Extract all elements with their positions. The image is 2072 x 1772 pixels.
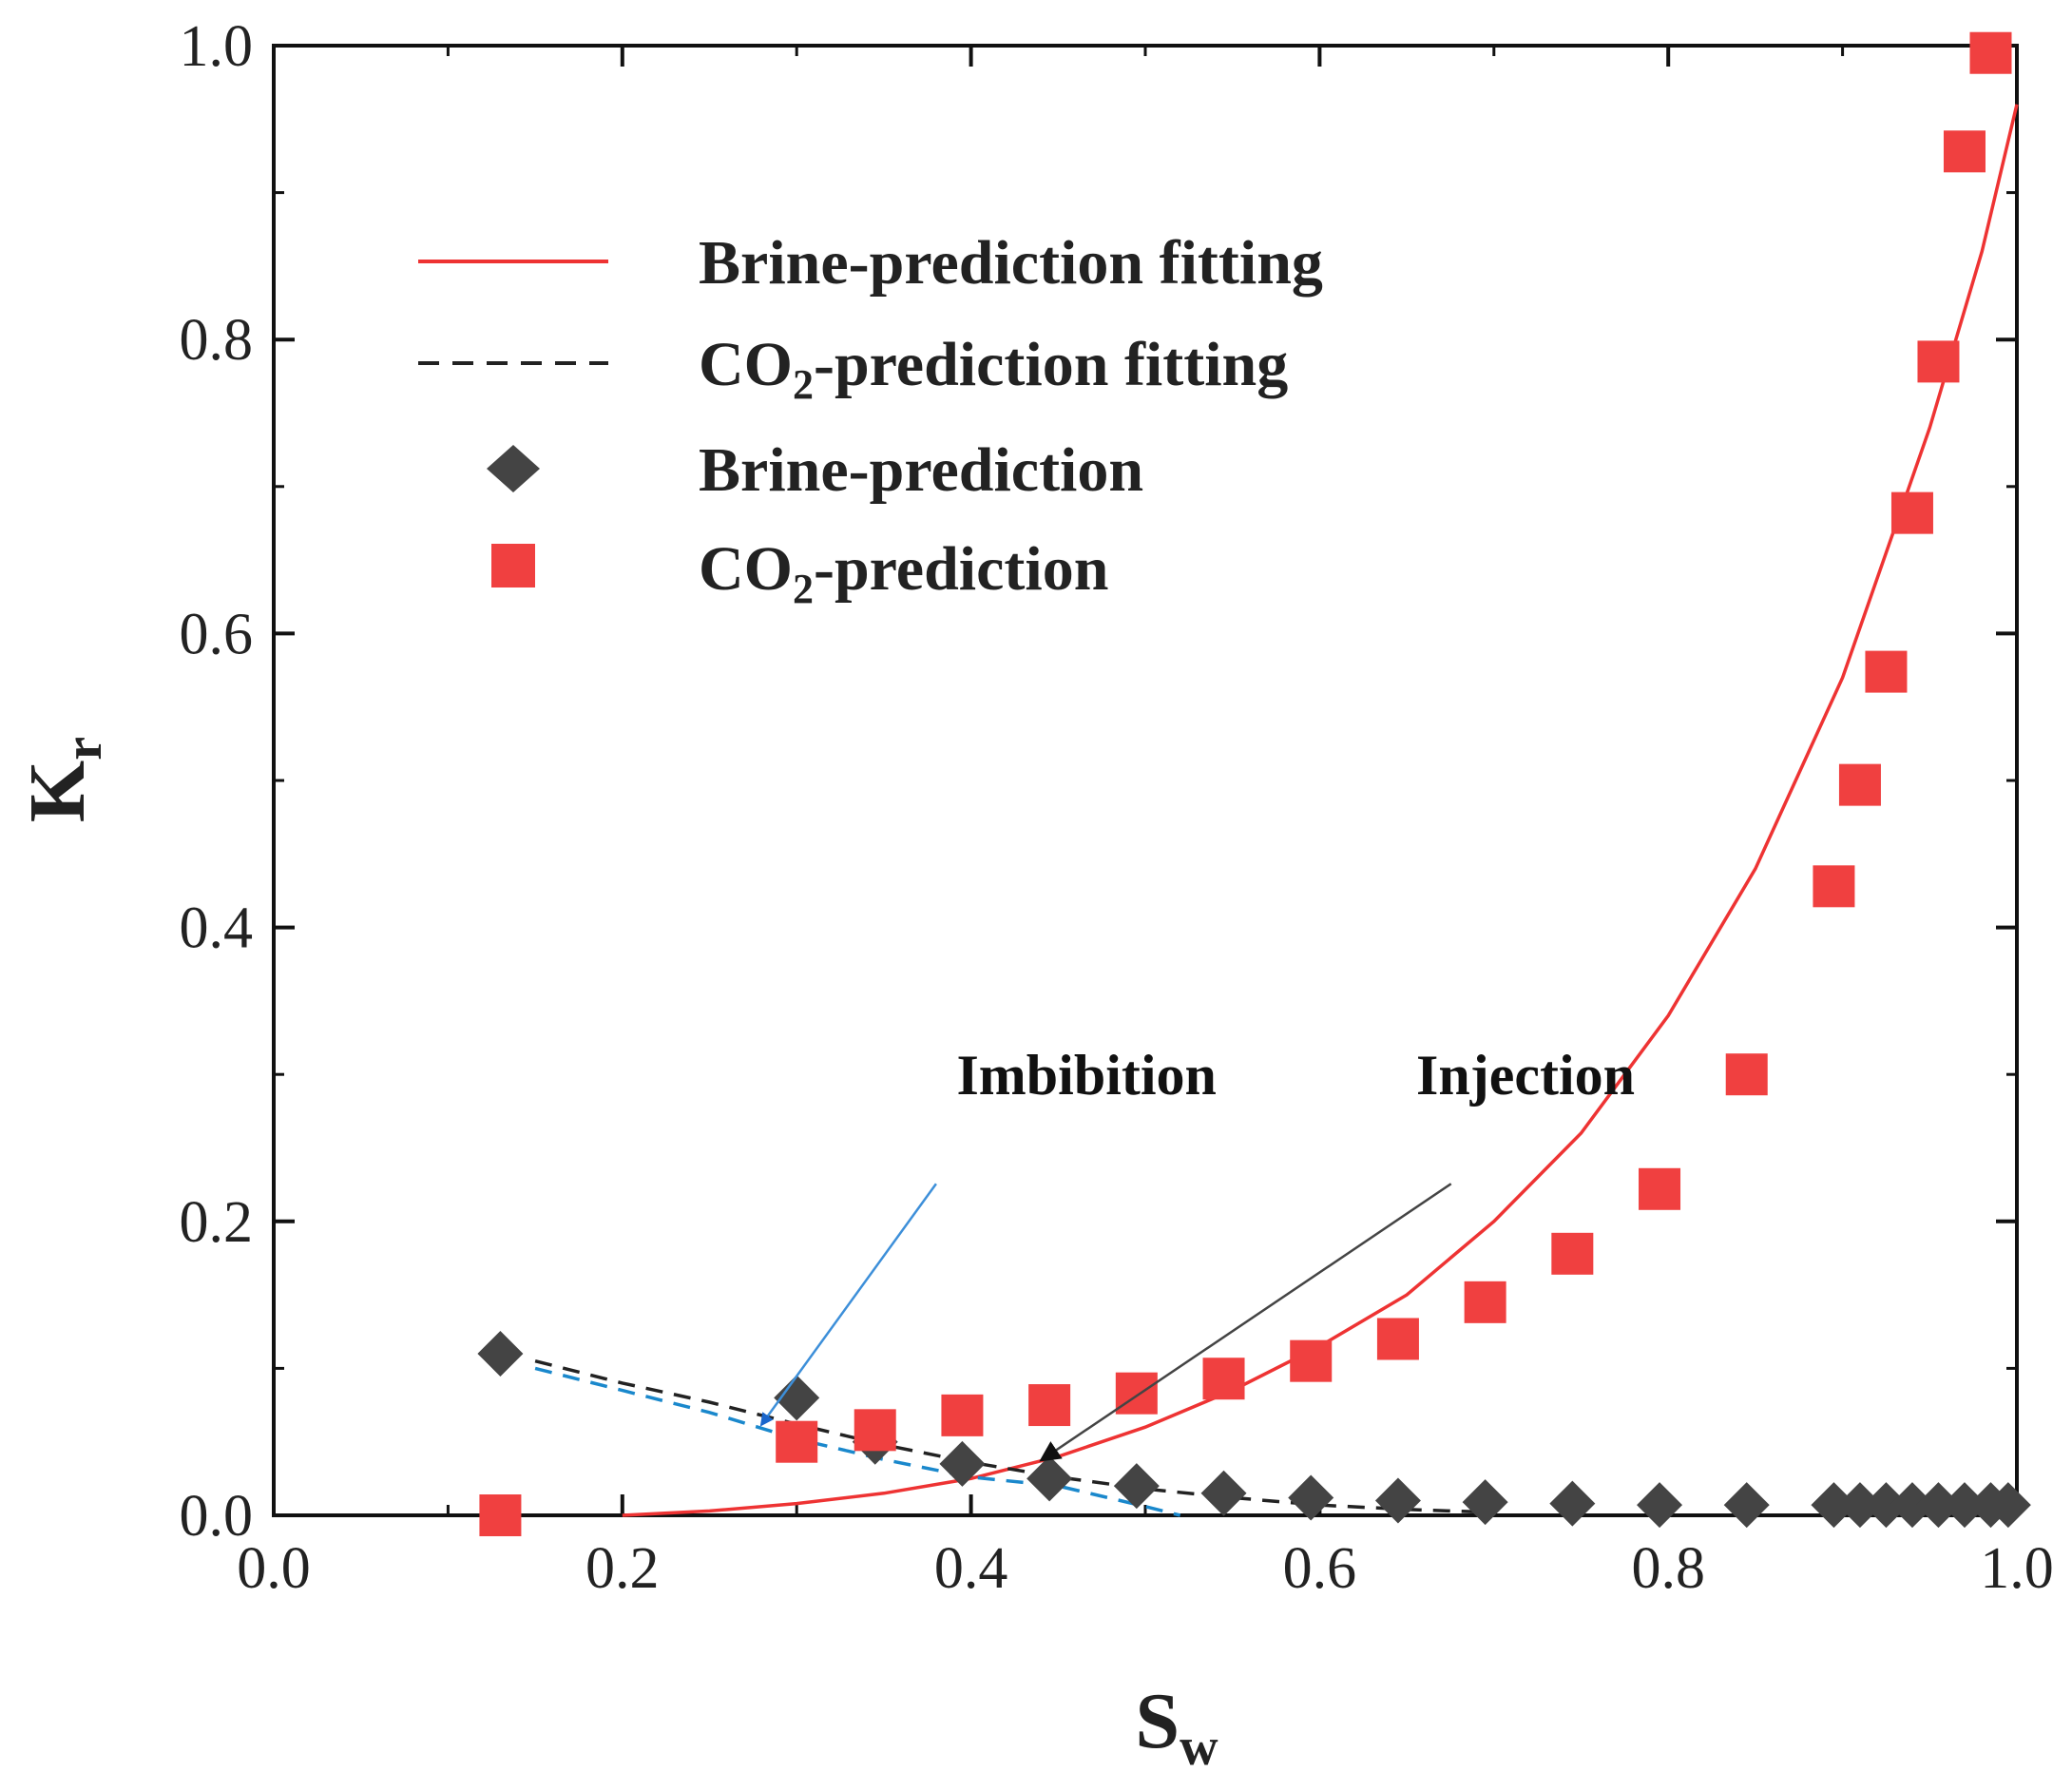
brine-prediction-point xyxy=(1026,1455,1073,1502)
co2-prediction-point xyxy=(1838,763,1881,806)
injection-arrow xyxy=(1039,1183,1452,1462)
co2-prediction-point xyxy=(1464,1281,1506,1323)
brine-prediction-point xyxy=(477,1330,524,1377)
x-tick-label: 1.0 xyxy=(1980,1536,2054,1601)
co2-prediction-point xyxy=(1943,130,1986,173)
legend-co2-pts-prefix: CO xyxy=(699,534,793,604)
legend-co2-pts-suffix: -prediction xyxy=(814,534,1108,604)
co2-prediction-point xyxy=(1290,1339,1333,1382)
co2-prediction-point xyxy=(1969,31,2012,74)
brine-prediction-point xyxy=(1836,1482,1883,1529)
brine-prediction-point xyxy=(1985,1482,2031,1529)
y-axis-title: Kr xyxy=(13,737,113,822)
legend-brine-pts-swatch xyxy=(487,445,540,492)
brine-prediction-point xyxy=(1941,1482,1987,1529)
legend-brine-pts-label: Brine-prediction xyxy=(699,435,1143,505)
brine-prediction-point xyxy=(1200,1470,1247,1516)
co2-prediction-point xyxy=(1917,340,1960,383)
brine-prediction-point xyxy=(1288,1474,1334,1521)
legend-co2-fit-suffix: -prediction fitting xyxy=(814,330,1288,399)
brine-prediction-point xyxy=(939,1440,986,1487)
co2-prediction-point xyxy=(1551,1232,1594,1275)
imbibition-label: Imbibition xyxy=(956,1044,1216,1107)
tick-labels: 0.0 0.2 0.4 0.6 0.8 1.0 0.0 0.2 0.4 0.6 0.8 1.0 xyxy=(180,14,2054,1601)
y-axis-title-sub: r xyxy=(54,737,113,761)
co2-prediction-point xyxy=(854,1409,896,1452)
brine-prediction-point xyxy=(1549,1480,1596,1527)
y-tick-label: 0.4 xyxy=(180,896,254,961)
y-tick-label: 0.0 xyxy=(180,1484,254,1549)
brine-prediction-point xyxy=(1723,1482,1770,1529)
legend-co2-fit-sub: 2 xyxy=(793,361,814,408)
co2-prediction-point xyxy=(1028,1384,1071,1427)
brine-prediction-point xyxy=(1113,1463,1160,1510)
fit-lines xyxy=(534,104,2019,1517)
legend-co2-fit-prefix: CO xyxy=(699,330,793,399)
co2-prediction-point xyxy=(1376,1318,1419,1360)
imbibition-arrow xyxy=(759,1183,937,1427)
imbibition-fitting-line xyxy=(534,1366,1181,1517)
x-axis-title-sub: w xyxy=(1180,1718,1218,1772)
co2-prediction-point xyxy=(1813,865,1855,908)
y-axis-title-main: K xyxy=(13,761,102,822)
brine-prediction-fitting-line xyxy=(622,104,2019,1517)
co2-prediction-point xyxy=(1725,1053,1768,1096)
brine-prediction-point xyxy=(1637,1482,1683,1529)
brine-prediction-point xyxy=(774,1375,820,1421)
x-tick-label: 0.6 xyxy=(1283,1536,1357,1601)
y-tick-label: 0.6 xyxy=(180,602,254,666)
x-tick-label: 0.4 xyxy=(934,1536,1008,1601)
y-tick-label: 0.2 xyxy=(180,1190,254,1255)
x-tick-label: 0.2 xyxy=(585,1536,660,1601)
co2-prediction-point xyxy=(941,1394,984,1436)
legend-co2-pts-swatch xyxy=(491,544,535,587)
brine-prediction-point xyxy=(1462,1479,1508,1526)
legend-co2-pts-label: CO2-prediction xyxy=(699,534,1108,612)
co2-prediction-point xyxy=(1115,1372,1158,1415)
y-tick-label: 1.0 xyxy=(180,14,254,79)
co2-prediction-point xyxy=(1202,1358,1245,1400)
x-axis-title: Sw xyxy=(1135,1677,1218,1772)
co2-prediction-point xyxy=(1865,650,1908,693)
legend-brine-fit-label: Brine-prediction fitting xyxy=(699,228,1323,298)
brine-prediction-point xyxy=(1915,1482,1962,1529)
co2-prediction-fitting-line xyxy=(534,1359,1494,1514)
brine-prediction-point xyxy=(1863,1482,1909,1529)
x-tick-label: 0.8 xyxy=(1631,1536,1705,1601)
x-axis-title-main: S xyxy=(1135,1677,1180,1765)
co2-prediction-point xyxy=(1639,1167,1681,1210)
x-tick-label: 0.0 xyxy=(237,1536,311,1601)
legend-co2-pts-sub: 2 xyxy=(793,566,814,612)
brine-prediction-point xyxy=(1374,1477,1421,1524)
co2-prediction-point xyxy=(776,1420,818,1463)
injection-label: Injection xyxy=(1416,1044,1635,1107)
co2-prediction-point xyxy=(479,1494,522,1536)
annotations: Imbibition Injection xyxy=(759,1044,1635,1462)
legend: Brine-prediction fitting CO2-prediction … xyxy=(418,228,1323,612)
legend-co2-fit-label: CO2-prediction fitting xyxy=(699,330,1288,408)
co2-prediction-point xyxy=(1890,491,1933,534)
y-tick-label: 0.8 xyxy=(180,308,254,373)
brine-prediction-point xyxy=(1889,1482,1935,1529)
data-points xyxy=(477,31,2031,1536)
brine-prediction-point xyxy=(1811,1482,1857,1529)
